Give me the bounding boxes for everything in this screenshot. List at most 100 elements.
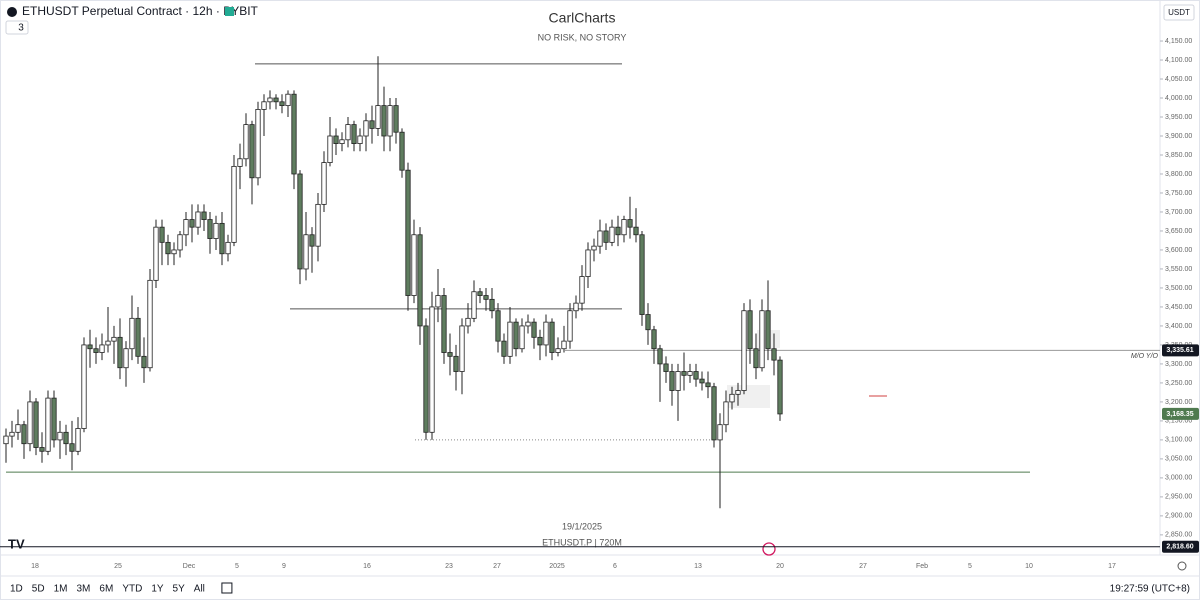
price-tag-label: 3,335.61: [1166, 347, 1193, 354]
candle-body: [57, 431, 63, 441]
candle-body: [279, 101, 285, 107]
candle-body: [651, 329, 657, 350]
candle-body: [435, 295, 441, 308]
candle-body: [585, 249, 591, 277]
candle-body: [387, 105, 393, 137]
candle-body: [309, 234, 315, 247]
candle-body: [447, 352, 453, 357]
candle-body: [261, 101, 267, 110]
candle-body: [201, 211, 207, 220]
candle-body: [363, 120, 369, 137]
y-tick-label: 3,500.00: [1165, 285, 1192, 292]
candle-body: [543, 321, 549, 346]
alert-icon[interactable]: [762, 542, 776, 556]
candle-body: [579, 276, 585, 304]
x-tick-label: 2025: [549, 563, 565, 570]
candle-body: [339, 139, 345, 144]
candle-body: [495, 310, 501, 342]
candle-body: [321, 162, 327, 205]
range-button[interactable]: 3M: [77, 584, 91, 595]
y-tick-label: 3,000.00: [1165, 475, 1192, 482]
settings-icon[interactable]: [1177, 561, 1187, 571]
candle-body: [411, 234, 417, 296]
range-button[interactable]: 6M: [99, 584, 113, 595]
y-tick-label: 4,000.00: [1165, 95, 1192, 102]
candle-body: [33, 401, 39, 448]
candle-body: [399, 131, 405, 171]
y-tick-label: 3,950.00: [1165, 114, 1192, 121]
candle-body: [591, 245, 597, 251]
candle-body: [345, 124, 351, 141]
y-tick-label: 2,850.00: [1165, 532, 1192, 539]
candle-body: [111, 336, 117, 342]
x-tick-label: 17: [1108, 563, 1116, 570]
y-tick-label: 4,100.00: [1165, 57, 1192, 64]
y-tick-label: 4,150.00: [1165, 38, 1192, 45]
x-tick-label: 9: [282, 563, 286, 570]
symbol-icon: [7, 7, 17, 17]
y-tick-label: 3,300.00: [1165, 361, 1192, 368]
currency-button[interactable]: [1163, 4, 1195, 21]
y-tick-label: 3,200.00: [1165, 399, 1192, 406]
candle-body: [81, 344, 87, 429]
candle-body: [153, 226, 159, 281]
candle-body: [675, 371, 681, 391]
candle-body: [423, 325, 429, 433]
watermark-subtitle: NO RISK, NO STORY: [538, 32, 627, 42]
x-tick-label: 18: [31, 563, 39, 570]
candle-body: [327, 135, 333, 163]
candle-body: [567, 310, 573, 342]
candle-body: [123, 348, 129, 369]
x-tick-label: 16: [363, 563, 371, 570]
x-tick-label: 23: [445, 563, 453, 570]
indicator-toggle[interactable]: [5, 20, 29, 35]
candle-body: [555, 348, 561, 353]
candle-body: [483, 295, 489, 300]
y-tick-label: 3,400.00: [1165, 323, 1192, 330]
y-tick-label: 3,100.00: [1165, 437, 1192, 444]
candle-body: [699, 378, 705, 384]
x-tick-label: 10: [1025, 563, 1033, 570]
range-button[interactable]: 1Y: [151, 584, 164, 595]
symbol-title: ETHUSDT Perpetual Contract · 12h · BYBIT: [22, 4, 259, 18]
range-button[interactable]: All: [194, 584, 205, 595]
y-tick-label: 2,950.00: [1165, 494, 1192, 501]
range-button[interactable]: 5Y: [173, 584, 186, 595]
candle-body: [369, 120, 375, 129]
candle-body: [159, 226, 165, 243]
candle-body: [267, 97, 273, 103]
candle-body: [657, 348, 663, 365]
candle-body: [351, 124, 357, 144]
candle-body: [243, 124, 249, 160]
candle-body: [603, 230, 609, 243]
range-button[interactable]: 1D: [10, 584, 23, 595]
candle-body: [333, 135, 339, 144]
candle-body: [777, 359, 783, 415]
price-tag-label: 2,818.60: [1166, 544, 1193, 551]
candle-body: [747, 310, 753, 350]
date-range-icon[interactable]: [221, 582, 233, 594]
range-button[interactable]: 5D: [32, 584, 45, 595]
x-tick-label: 27: [493, 563, 501, 570]
range-button[interactable]: 1M: [54, 584, 68, 595]
x-tick-label: Feb: [916, 563, 928, 570]
candle-body: [105, 340, 111, 346]
candle-body: [69, 443, 75, 452]
candle-body: [291, 93, 297, 175]
candle-body: [129, 317, 135, 350]
candle-body: [417, 234, 423, 327]
candle-body: [27, 401, 33, 445]
candle-body: [477, 291, 483, 296]
candle-body: [687, 371, 693, 376]
watermark-caption: ETHUSDT.P | 720M: [542, 537, 622, 547]
range-button[interactable]: YTD: [122, 584, 142, 595]
x-tick-label: 25: [114, 563, 122, 570]
candle-body: [141, 355, 147, 369]
candle-body: [681, 371, 687, 376]
x-tick-label: Dec: [183, 563, 196, 570]
candle-body: [741, 310, 747, 391]
candle-body: [75, 428, 81, 452]
candle-body: [723, 401, 729, 426]
